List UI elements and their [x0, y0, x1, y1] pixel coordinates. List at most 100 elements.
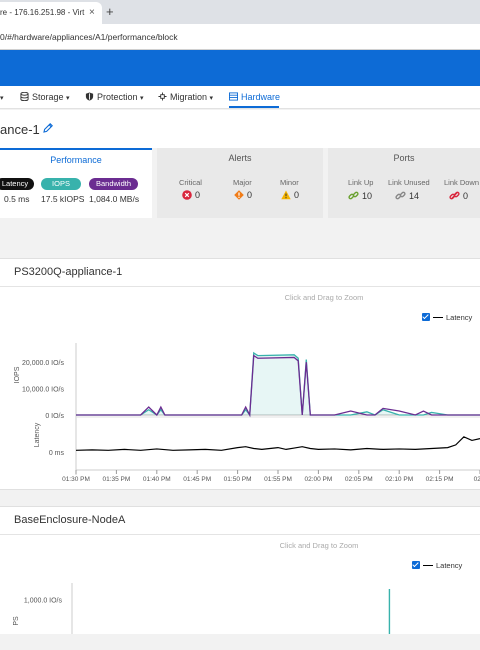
critical-icon [182, 190, 192, 200]
y-tick-label: 1,000.0 IO/s [24, 598, 63, 605]
port-up-value: 10 [362, 191, 373, 201]
ports-card[interactable]: Ports Link Up Link Unused Link Down 10 1… [328, 148, 480, 218]
nav-item-protection[interactable]: Protection ▾ [85, 92, 144, 102]
panel-header: PS3200Q-appliance-1 [0, 259, 480, 287]
ports-card-title: Ports [393, 153, 415, 163]
latency-tick-label: 0 ms [49, 450, 65, 457]
chart-panel-appliance: PS3200Q-appliance-1 Click and Drag to Zo… [0, 258, 480, 490]
x-tick-label: 02:00 PM [304, 476, 332, 483]
port-unused: 14 [395, 190, 419, 201]
series-line-latency [75, 436, 480, 451]
y-tick-label: 0 IO/s [45, 413, 64, 420]
alert-label-minor: Minor [280, 178, 299, 187]
latency-axis-label: Latency [34, 422, 41, 447]
performance-chart-2[interactable]: 1,000.0 IO/s PS [0, 507, 480, 635]
chart-panel-node: BaseEnclosure-NodeA Click and Drag to Zo… [0, 506, 480, 635]
close-icon[interactable]: × [89, 7, 95, 18]
y-axis-label: PS [13, 616, 20, 626]
app-header [0, 50, 480, 86]
port-label-unused: Link Unused [388, 178, 430, 187]
y-tick-label: 10,000.0 IO/s [22, 387, 65, 394]
minor-icon [281, 190, 291, 200]
port-down-value: 0 [463, 191, 469, 201]
browser-tab-strip: re - 176.16.251.98 - Virt × + [0, 0, 480, 24]
x-tick-label: 01:45 PM [183, 476, 211, 483]
x-tick-label: 01:55 PM [264, 476, 292, 483]
bandwidth-value: 1,084.0 MB/s [89, 194, 140, 204]
legend-label: Latency [436, 561, 463, 570]
nav-item-hardware[interactable]: Hardware [229, 92, 280, 102]
alert-label-major: Major [233, 178, 252, 187]
page-title: ance-1 [0, 122, 40, 137]
x-tick-label: 02:05 PM [345, 476, 373, 483]
nav-label-migration: Migration [170, 92, 208, 102]
active-tab-indicator [229, 106, 279, 108]
shield-icon [85, 92, 94, 101]
y-tick-label: 20,000.0 IO/s [22, 360, 65, 367]
nav-label-hardware: Hardware [241, 92, 281, 102]
checkbox-icon[interactable] [412, 561, 420, 569]
address-bar[interactable]: 0/#/hardware/appliances/A1/performance/b… [0, 24, 480, 50]
nav-label-storage: Storage [32, 92, 64, 102]
performance-card-title: Performance [50, 155, 102, 165]
zoom-hint: Click and Drag to Zoom [284, 293, 364, 302]
x-tick-label: 02:10 PM [385, 476, 413, 483]
alert-label-critical: Critical [179, 178, 202, 187]
panel-title: BaseEnclosure-NodeA [14, 514, 126, 526]
link-down-icon [449, 191, 460, 200]
y-axis-label: IOPS [14, 366, 21, 383]
link-unused-icon [395, 191, 406, 200]
alerts-card-title: Alerts [228, 153, 252, 163]
nav-caret-prev[interactable]: ▾ [0, 95, 4, 102]
nav-label-protection: Protection [97, 92, 138, 102]
browser-tab-title: re - 176.16.251.98 - Virt [0, 8, 85, 17]
legend-label: Latency [446, 313, 473, 322]
main-nav: ▾ Storage ▾ Protection ▾ Migration ▾ Har… [0, 86, 480, 109]
alert-major: 0 [234, 190, 252, 200]
port-label-down: Link Down [444, 178, 480, 187]
nav-item-storage[interactable]: Storage ▾ [20, 92, 70, 102]
bandwidth-pill: Bandwidth [89, 178, 138, 190]
database-icon [20, 92, 29, 101]
legend-latency[interactable]: Latency [422, 313, 472, 322]
x-tick-label: 02:2 [474, 476, 480, 483]
port-down: 0 [449, 190, 468, 201]
series-line-bandwidth [76, 354, 480, 418]
page-title-row: ance-1 [0, 110, 480, 148]
legend-latency[interactable]: Latency [412, 561, 462, 570]
pencil-icon[interactable] [42, 122, 54, 134]
iops-pill: IOPS [41, 178, 81, 190]
hardware-icon [229, 92, 238, 101]
x-tick-label: 01:50 PM [224, 476, 252, 483]
x-tick-label: 01:35 PM [102, 476, 130, 483]
alert-critical: 0 [182, 190, 200, 200]
new-tab-button[interactable]: + [106, 4, 114, 19]
latency-value: 0.5 ms [4, 194, 30, 204]
alert-critical-value: 0 [195, 190, 201, 200]
port-unused-value: 14 [409, 191, 420, 201]
alert-minor: 0 [281, 190, 299, 200]
chevron-down-icon: ▾ [66, 95, 70, 102]
alert-minor-value: 0 [294, 190, 300, 200]
url-text[interactable]: 0/#/hardware/appliances/A1/performance/b… [0, 32, 178, 42]
legend-line [423, 564, 433, 566]
port-up: 10 [348, 190, 372, 201]
panel-title: PS3200Q-appliance-1 [14, 266, 123, 278]
bottom-bar [0, 634, 480, 650]
chevron-down-icon: ▾ [209, 95, 214, 102]
checkbox-icon[interactable] [422, 313, 430, 321]
browser-tab[interactable]: re - 176.16.251.98 - Virt × [0, 2, 102, 24]
performance-chart-1[interactable]: 20,000.0 IO/s 10,000.0 IO/s 0 IO/s IOPS Late… [0, 259, 480, 491]
alerts-card[interactable]: Alerts Critical Major Minor 0 0 0 [157, 148, 323, 218]
migration-icon [158, 92, 167, 101]
major-icon [234, 190, 244, 200]
iops-value: 17.5 kIOPS [41, 194, 85, 204]
x-tick-label: 01:30 PM [62, 476, 90, 483]
iops-area [76, 352, 480, 415]
x-tick-label: 01:40 PM [143, 476, 171, 483]
alert-major-value: 0 [247, 190, 253, 200]
latency-pill: Latency [0, 178, 34, 190]
chevron-down-icon: ▾ [140, 95, 144, 102]
nav-item-migration[interactable]: Migration ▾ [158, 92, 213, 102]
performance-card[interactable]: Performance Latency IOPS Bandwidth 0.5 m… [0, 148, 152, 218]
